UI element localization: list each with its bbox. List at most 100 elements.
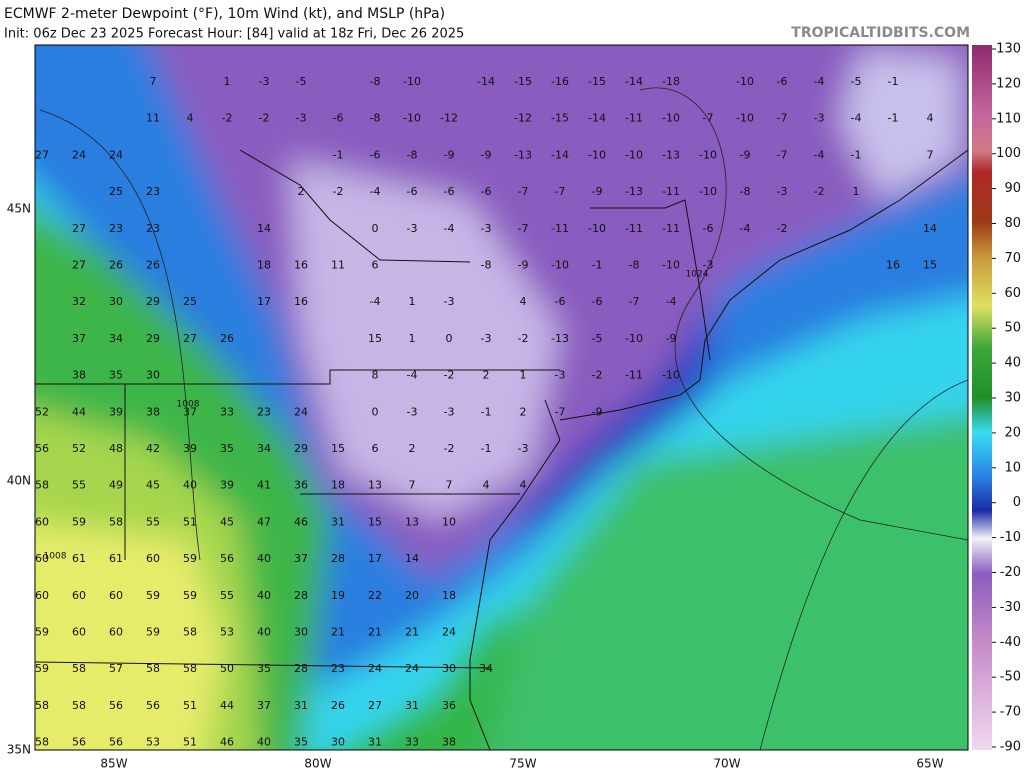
dewpoint-value: 13 xyxy=(405,515,419,528)
colorbar-tick-label: 0 xyxy=(1013,495,1021,510)
dewpoint-value: -8 xyxy=(629,259,640,272)
lon-label: 70W xyxy=(713,757,740,771)
dewpoint-value: 21 xyxy=(368,626,382,639)
dewpoint-value: 26 xyxy=(220,332,234,345)
dewpoint-value: -3 xyxy=(407,222,418,235)
dewpoint-value: -9 xyxy=(481,148,492,161)
dewpoint-value: -10 xyxy=(699,185,717,198)
dewpoint-value: 59 xyxy=(183,589,197,602)
isobar-label: 1008 xyxy=(177,400,200,410)
dewpoint-value: -3 xyxy=(444,295,455,308)
dewpoint-value: 23 xyxy=(146,222,160,235)
dewpoint-value: 20 xyxy=(405,589,419,602)
dewpoint-value: -6 xyxy=(592,295,603,308)
dewpoint-value: 52 xyxy=(35,405,49,418)
dewpoint-value: 29 xyxy=(294,442,308,455)
colorbar-tick-label: 60 xyxy=(1004,286,1021,301)
dewpoint-value: 26 xyxy=(331,699,345,712)
dewpoint-value: 58 xyxy=(35,699,49,712)
dewpoint-value: -9 xyxy=(518,259,529,272)
dewpoint-value: 45 xyxy=(220,515,234,528)
dewpoint-value: -6 xyxy=(333,112,344,125)
colorbar-tick-label: -40 xyxy=(1000,635,1021,650)
dewpoint-value: -11 xyxy=(551,222,569,235)
dewpoint-value: 17 xyxy=(257,295,271,308)
dewpoint-value: -6 xyxy=(555,295,566,308)
dewpoint-value: -12 xyxy=(440,112,458,125)
dewpoint-value: 14 xyxy=(405,552,419,565)
dewpoint-value: 4 xyxy=(927,112,934,125)
map-frame xyxy=(34,44,969,751)
dewpoint-value: -16 xyxy=(551,75,569,88)
dewpoint-value: 57 xyxy=(109,662,123,675)
dewpoint-value: -12 xyxy=(514,112,532,125)
dewpoint-value: 15 xyxy=(368,515,382,528)
dewpoint-value: 39 xyxy=(109,405,123,418)
dewpoint-value: -5 xyxy=(592,332,603,345)
subtitle: Init: 06z Dec 23 2025 Forecast Hour: [84… xyxy=(4,27,464,42)
dewpoint-value: 0 xyxy=(446,332,453,345)
dewpoint-value: -6 xyxy=(370,148,381,161)
dewpoint-value: 35 xyxy=(257,662,271,675)
dewpoint-value: -4 xyxy=(370,295,381,308)
dewpoint-value: 37 xyxy=(72,332,86,345)
dewpoint-value: 30 xyxy=(146,369,160,382)
dewpoint-value: -13 xyxy=(514,148,532,161)
dewpoint-value: -14 xyxy=(551,148,569,161)
dewpoint-value: 60 xyxy=(35,515,49,528)
dewpoint-value: -10 xyxy=(662,112,680,125)
dewpoint-value: -4 xyxy=(370,185,381,198)
dewpoint-value: -3 xyxy=(703,259,714,272)
dewpoint-value: 49 xyxy=(109,479,123,492)
dewpoint-value: -3 xyxy=(814,112,825,125)
dewpoint-value: 36 xyxy=(294,479,308,492)
dewpoint-value: 24 xyxy=(72,148,86,161)
coastline xyxy=(469,399,561,750)
dewpoint-value: 27 xyxy=(368,699,382,712)
dewpoint-value: -3 xyxy=(481,222,492,235)
dewpoint-value: 61 xyxy=(72,552,86,565)
dewpoint-value: -7 xyxy=(518,222,529,235)
dewpoint-value: -10 xyxy=(662,259,680,272)
dewpoint-value: 41 xyxy=(257,479,271,492)
dewpoint-value: 14 xyxy=(257,222,271,235)
dewpoint-value: -3 xyxy=(259,75,270,88)
dewpoint-value: 60 xyxy=(72,626,86,639)
dewpoint-value: -10 xyxy=(662,369,680,382)
dewpoint-value: -7 xyxy=(629,295,640,308)
dewpoint-value: -5 xyxy=(296,75,307,88)
dewpoint-value: 40 xyxy=(257,589,271,602)
dewpoint-value: 56 xyxy=(35,442,49,455)
dewpoint-value: 58 xyxy=(183,626,197,639)
dewpoint-value: 36 xyxy=(442,699,456,712)
dewpoint-value: 23 xyxy=(109,222,123,235)
field-lavender xyxy=(290,160,560,520)
dewpoint-value: 56 xyxy=(146,699,160,712)
dewpoint-value: -1 xyxy=(592,259,603,272)
dewpoint-value: -9 xyxy=(592,405,603,418)
dewpoint-value: -7 xyxy=(703,112,714,125)
isobars xyxy=(39,87,968,750)
dewpoint-value: 13 xyxy=(368,479,382,492)
dewpoint-value: 35 xyxy=(220,442,234,455)
colorbar xyxy=(972,45,992,750)
dewpoint-value: 59 xyxy=(72,515,86,528)
dewpoint-value: 1 xyxy=(520,369,527,382)
dewpoint-value: -11 xyxy=(625,369,643,382)
colorbar-tick-label: -10 xyxy=(1000,530,1021,545)
dewpoint-value: 2 xyxy=(483,369,490,382)
dewpoint-value: 58 xyxy=(72,699,86,712)
dewpoint-value: 40 xyxy=(257,736,271,749)
lon-label: 85W xyxy=(100,757,127,771)
dewpoint-value: -14 xyxy=(588,112,606,125)
dewpoint-value: 45 xyxy=(146,479,160,492)
dewpoint-value: -13 xyxy=(551,332,569,345)
dewpoint-value: 56 xyxy=(72,736,86,749)
dewpoint-value: 51 xyxy=(183,699,197,712)
dewpoint-value: -2 xyxy=(222,112,233,125)
dewpoint-value: 60 xyxy=(109,589,123,602)
isobar xyxy=(639,87,968,541)
dewpoint-value: -9 xyxy=(592,185,603,198)
dewpoint-value: 48 xyxy=(109,442,123,455)
